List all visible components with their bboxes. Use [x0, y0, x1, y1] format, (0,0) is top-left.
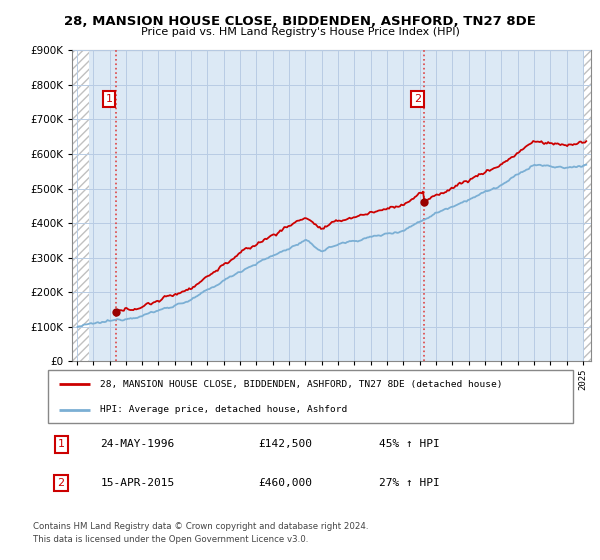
Text: 28, MANSION HOUSE CLOSE, BIDDENDEN, ASHFORD, TN27 8DE (detached house): 28, MANSION HOUSE CLOSE, BIDDENDEN, ASHF…: [101, 380, 503, 389]
Bar: [583, 50, 591, 361]
Text: 1: 1: [106, 94, 113, 104]
Text: 28, MANSION HOUSE CLOSE, BIDDENDEN, ASHFORD, TN27 8DE: 28, MANSION HOUSE CLOSE, BIDDENDEN, ASHF…: [64, 15, 536, 27]
Text: 2: 2: [414, 94, 421, 104]
Text: 27% ↑ HPI: 27% ↑ HPI: [379, 478, 439, 488]
Text: 2: 2: [58, 478, 65, 488]
Text: £142,500: £142,500: [258, 440, 312, 450]
FancyBboxPatch shape: [48, 370, 573, 423]
Text: 15-APR-2015: 15-APR-2015: [101, 478, 175, 488]
Bar: [583, 50, 591, 361]
Text: HPI: Average price, detached house, Ashford: HPI: Average price, detached house, Ashf…: [101, 405, 348, 414]
Text: 1: 1: [58, 440, 65, 450]
Text: Price paid vs. HM Land Registry's House Price Index (HPI): Price paid vs. HM Land Registry's House …: [140, 27, 460, 37]
Text: Contains HM Land Registry data © Crown copyright and database right 2024.
This d: Contains HM Land Registry data © Crown c…: [33, 522, 368, 544]
Text: 24-MAY-1996: 24-MAY-1996: [101, 440, 175, 450]
Bar: [72, 50, 89, 361]
Text: £460,000: £460,000: [258, 478, 312, 488]
Text: 45% ↑ HPI: 45% ↑ HPI: [379, 440, 439, 450]
Bar: [72, 50, 89, 361]
